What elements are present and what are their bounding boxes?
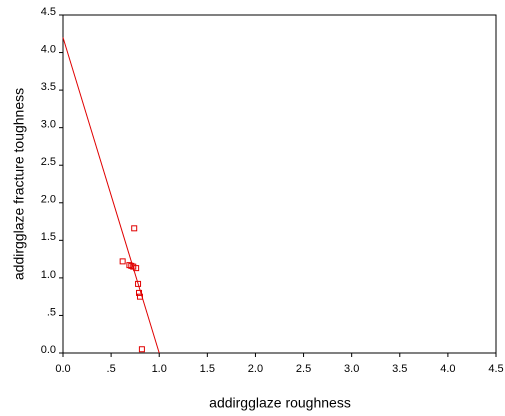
plot-frame (62, 14, 497, 354)
x-tick-label: 2.0 (248, 363, 263, 375)
x-tick-label: 3.5 (392, 363, 407, 375)
point (138, 346, 145, 353)
y-tick-label: 1.5 (41, 231, 56, 243)
y-tick-label: 3.0 (41, 119, 56, 131)
point (119, 258, 126, 265)
y-tick-label: 4.5 (41, 6, 56, 18)
x-tick-label: 4.5 (488, 363, 503, 375)
y-tick-label: 2.5 (41, 156, 56, 168)
point (136, 289, 143, 296)
point (136, 293, 143, 300)
y-tick-label: 4.0 (41, 43, 56, 55)
x-tick-label: 4.0 (440, 363, 455, 375)
x-tick-label: 0.0 (55, 363, 70, 375)
y-axis-title: addirgglaze fracture toughness (11, 88, 27, 280)
point (135, 280, 142, 287)
fit-line (62, 37, 160, 354)
x-tick-label: 2.5 (296, 363, 311, 375)
x-tick-label: 3.0 (344, 363, 359, 375)
x-tick-label: .5 (107, 363, 116, 375)
y-tick-label: 0.0 (41, 344, 56, 356)
y-tick-label: .5 (47, 306, 56, 318)
x-axis-title: addirgglaze roughness (209, 395, 351, 411)
point (131, 225, 138, 232)
point (126, 262, 133, 269)
point (133, 265, 140, 272)
x-tick-label: 1.5 (200, 363, 215, 375)
y-tick-label: 3.5 (41, 81, 56, 93)
y-tick-label: 2.0 (41, 194, 56, 206)
x-tick-label: 1.0 (152, 363, 167, 375)
y-tick-label: 1.0 (41, 269, 56, 281)
